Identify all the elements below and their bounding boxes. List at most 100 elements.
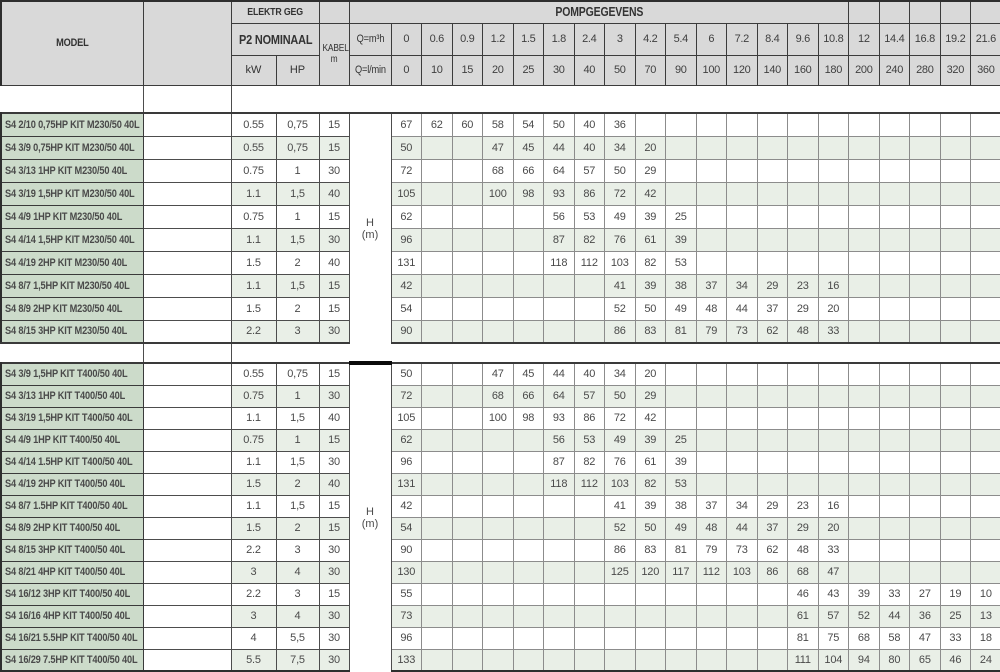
h-value-cell: 86 [573, 181, 606, 206]
h-value-cell: 48 [695, 516, 728, 540]
h-value-cell [726, 648, 758, 672]
hp-value: 1,5 [275, 227, 320, 252]
h-value-cell: 81 [787, 626, 819, 650]
h-value-cell [756, 604, 789, 628]
h-value-cell: 76 [604, 450, 636, 474]
flow-m3h-header-cell: 21.6 [970, 22, 1000, 56]
h-value-cell: 61 [787, 604, 819, 628]
h-value-cell [878, 250, 911, 275]
flow-lmin-header-cell: 30 [543, 54, 575, 86]
h-value-cell [573, 516, 606, 540]
h-value-cell: 58 [482, 112, 514, 137]
h-value-cell [878, 181, 911, 206]
hp-value: 1,5 [275, 494, 320, 518]
kabel-value: 15 [318, 428, 350, 452]
model-name: S4 4/14 1.5HP KIT T400/50 40L [0, 450, 144, 474]
h-value-cell: 47 [817, 560, 850, 584]
kw-value: 0.55 [230, 135, 277, 160]
elektr-geg-header: ELEKTR GEG [230, 0, 320, 24]
h-value-cell [726, 112, 758, 137]
kw-value: 1.1 [230, 227, 277, 252]
pump-row: S4 4/9 1HP KIT M230/50 40L 0.75 1 15 62 56 53 4… [0, 204, 1000, 229]
h-value-cell: 53 [573, 428, 606, 452]
h-value-cell: 25 [939, 604, 972, 628]
p2-nominaal-header: P2 NOMINAAL [230, 22, 320, 56]
spacer-cell [142, 406, 232, 430]
h-value-cell [665, 384, 697, 408]
h-value-cell: 42 [634, 181, 667, 206]
kabel-value: 30 [318, 158, 350, 183]
pump-row: S4 16/29 7.5HP KIT T400/50 40L 5.5 7,5 30 13… [0, 648, 1000, 672]
h-value-cell [970, 250, 1000, 275]
h-value-cell [817, 406, 850, 430]
h-value-cell: 50 [634, 296, 667, 321]
h-value-cell [817, 472, 850, 496]
spacer-cell [878, 0, 911, 24]
pump-row: S4 4/14 1.5HP KIT T400/50 40L 1.1 1,5 30 96 8… [0, 450, 1000, 474]
h-value-cell [909, 384, 941, 408]
h-value-cell [604, 604, 636, 628]
h-value-cell [909, 296, 941, 321]
h-value-cell: 29 [634, 158, 667, 183]
h-value-cell: 93 [543, 181, 575, 206]
spacer-cell [142, 319, 232, 344]
model-name: S4 2/10 0,75HP KIT M230/50 40L [0, 112, 144, 137]
h-value-cell [787, 428, 819, 452]
h-value-cell: 75 [817, 626, 850, 650]
h-value-cell [970, 384, 1000, 408]
h-value-cell [482, 319, 514, 344]
spacer-cell [142, 538, 232, 562]
h-value-cell: 66 [512, 384, 545, 408]
h-value-cell [695, 135, 728, 160]
pump-row: S4 8/9 2HP KIT M230/50 40L 1.5 2 15 54 52 50 49… [0, 296, 1000, 321]
kw-value: 0.75 [230, 428, 277, 452]
h-value-cell: 87 [543, 450, 575, 474]
h-value-cell [665, 181, 697, 206]
h-value-cell [451, 296, 484, 321]
h-value-cell: 98 [512, 406, 545, 430]
h-value-cell: 112 [573, 472, 606, 496]
h-value-cell [726, 428, 758, 452]
h-value-cell: 105 [390, 406, 423, 430]
h-value-cell [421, 648, 453, 672]
h-value-cell [482, 296, 514, 321]
h-value-cell: 29 [787, 516, 819, 540]
h-value-cell: 93 [543, 406, 575, 430]
h-value-cell [573, 648, 606, 672]
h-value-cell [421, 560, 453, 584]
flow-m3h-header-cell: 4.2 [634, 22, 667, 56]
kw-value: 1.5 [230, 472, 277, 496]
flow-lmin-header-cell: 10 [421, 54, 453, 86]
h-value-cell [878, 450, 911, 474]
spacer-cell [142, 472, 232, 496]
h-value-cell [909, 135, 941, 160]
h-value-cell [695, 362, 728, 386]
model-name: S4 16/12 3HP KIT T400/50 40L [0, 582, 144, 606]
h-value-cell [726, 135, 758, 160]
spacer-cell [142, 158, 232, 183]
q-lmin-label: Q=l/min [348, 54, 392, 86]
flow-m3h-header-cell: 19.2 [939, 22, 972, 56]
h-value-cell: 18 [970, 626, 1000, 650]
h-value-cell [787, 250, 819, 275]
flow-m3h-header-cell: 1.8 [543, 22, 575, 56]
h-value-cell [726, 204, 758, 229]
h-value-cell [939, 450, 972, 474]
h-value-cell [726, 158, 758, 183]
h-value-cell [817, 135, 850, 160]
kw-value: 1.1 [230, 450, 277, 474]
h-value-cell [939, 227, 972, 252]
h-value-cell: 81 [665, 319, 697, 344]
h-value-cell: 49 [665, 516, 697, 540]
h-value-cell [451, 516, 484, 540]
header-body-gap [1, 85, 1000, 113]
flow-m3h-header-cell: 1.5 [512, 22, 545, 56]
h-value-cell: 50 [604, 384, 636, 408]
h-value-cell: 76 [604, 227, 636, 252]
h-value-cell: 53 [665, 472, 697, 496]
h-value-cell [787, 112, 819, 137]
gap-cell [142, 343, 232, 363]
h-value-cell [573, 538, 606, 562]
h-value-cell [726, 450, 758, 474]
h-value-cell [939, 250, 972, 275]
